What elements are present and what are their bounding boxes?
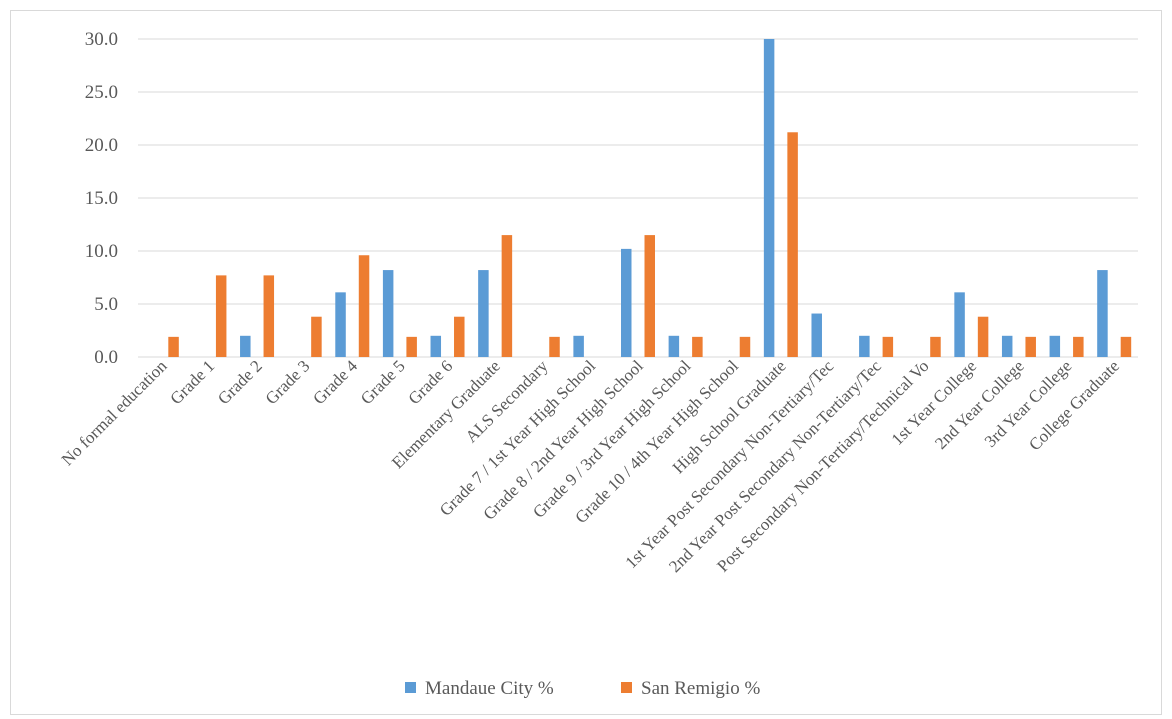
- y-tick-label: 5.0: [94, 294, 118, 315]
- bar-mandaue: [1001, 335, 1013, 357]
- bar-mandaue: [859, 335, 870, 357]
- y-tick-label: 25.0: [85, 82, 118, 103]
- y-tick-label: 30.0: [85, 29, 118, 50]
- y-tick-label: 20.0: [85, 135, 118, 156]
- bar-san-remigio: [930, 336, 941, 357]
- bar-san-remigio: [454, 316, 465, 357]
- y-tick-label: 15.0: [85, 188, 118, 209]
- bar-san-remigio: [263, 275, 275, 357]
- x-tick-label: 1st Year College: [888, 356, 981, 449]
- legend-swatch: [405, 682, 416, 693]
- legend-swatch: [621, 682, 632, 693]
- bar-san-remigio: [406, 336, 417, 357]
- x-tick-label: Grade 2: [214, 356, 266, 408]
- bar-mandaue: [763, 39, 775, 357]
- y-tick-label: 0.0: [94, 347, 118, 368]
- x-tick-label: Grade 4: [309, 356, 361, 408]
- bar-san-remigio: [644, 235, 655, 357]
- bar-san-remigio: [977, 316, 989, 357]
- x-tick-label: ALS Secondary: [462, 356, 552, 446]
- bar-mandaue: [811, 313, 822, 357]
- legend: Mandaue City % San Remigio %: [405, 678, 760, 699]
- bar-mandaue: [335, 292, 346, 357]
- bar-san-remigio: [549, 336, 560, 357]
- legend-label: Mandaue City %: [425, 678, 554, 699]
- gridlines: [138, 38, 1138, 358]
- bar-san-remigio: [1073, 336, 1084, 357]
- bar-mandaue: [240, 335, 251, 357]
- bar-mandaue: [621, 248, 632, 357]
- bar-mandaue: [382, 270, 394, 357]
- chart-frame: [10, 10, 1162, 715]
- bar-san-remigio: [692, 336, 703, 357]
- bar-san-remigio: [787, 132, 798, 357]
- bar-mandaue: [430, 335, 442, 357]
- bar-mandaue: [1049, 335, 1061, 357]
- bar-mandaue: [1097, 270, 1108, 357]
- bar-san-remigio: [215, 275, 227, 357]
- bar-san-remigio: [1025, 336, 1036, 357]
- bar-mandaue: [478, 270, 489, 357]
- x-tick-label: No formal education: [58, 356, 171, 469]
- x-tick-label: Grade 5: [357, 356, 409, 408]
- bar-san-remigio: [739, 336, 751, 357]
- bars: [168, 39, 1132, 357]
- bar-mandaue: [668, 335, 680, 357]
- bar-mandaue: [573, 335, 584, 357]
- bar-san-remigio: [168, 336, 179, 357]
- legend-label: San Remigio %: [641, 678, 760, 699]
- bar-mandaue: [954, 292, 965, 357]
- bar-san-remigio: [358, 255, 370, 357]
- x-tick-label: Grade 1: [166, 356, 218, 408]
- y-axis: 0.0 5.0 10.0 15.0 20.0 25.0 30.0: [85, 29, 118, 368]
- x-tick-label: Grade 3: [262, 356, 314, 408]
- bar-san-remigio: [501, 235, 513, 357]
- bar-san-remigio: [882, 336, 894, 357]
- bar-san-remigio: [1120, 336, 1132, 357]
- y-tick-label: 10.0: [85, 241, 118, 262]
- bar-san-remigio: [311, 316, 322, 357]
